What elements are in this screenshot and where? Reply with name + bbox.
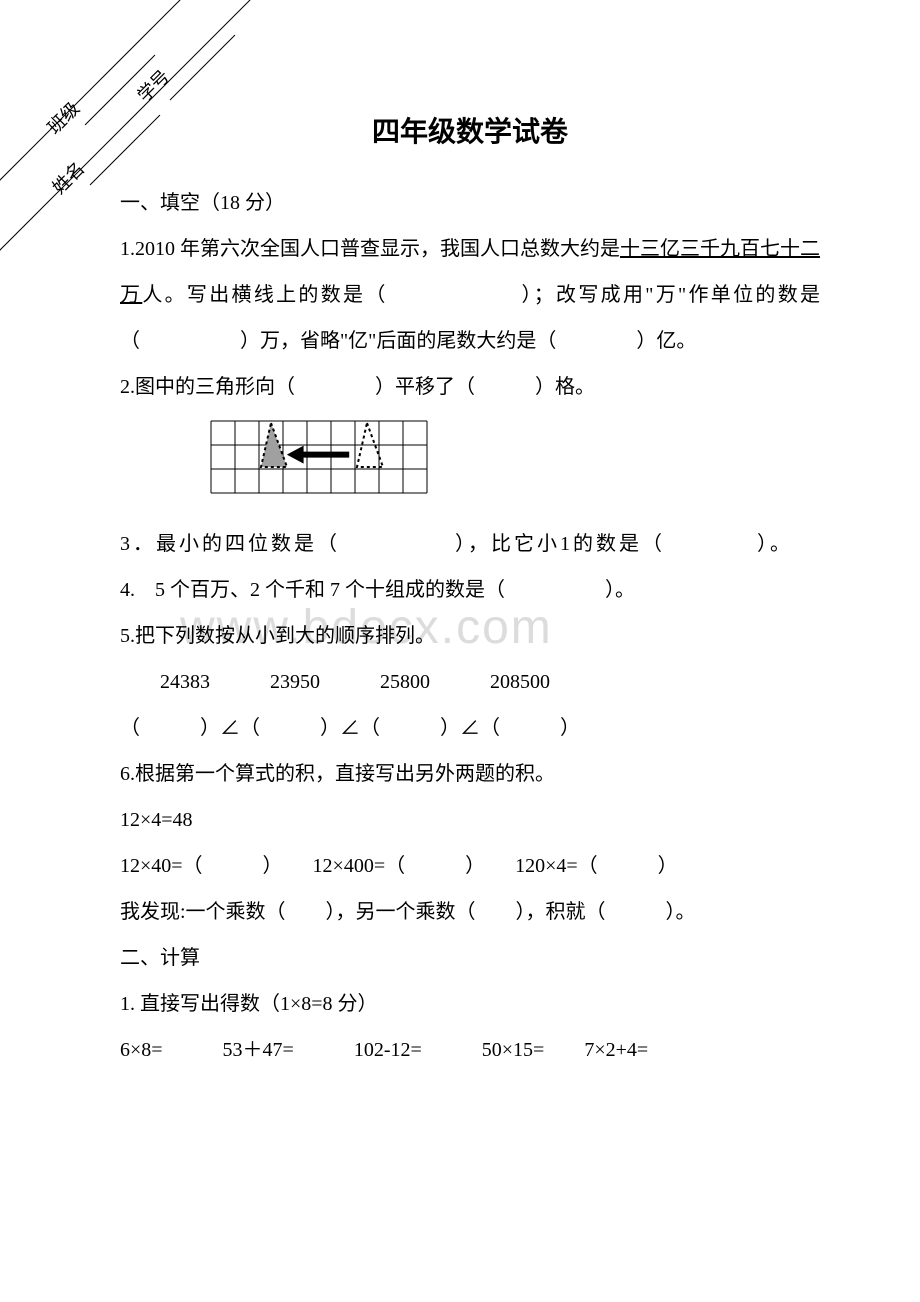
q6-discovery: 我发现:一个乘数（ ），另一个乘数（ ），积就（ ）。 [120, 889, 820, 935]
q6-eq2: 12×40=（ ） 12×400=（ ） 120×4=（ ） [120, 843, 820, 889]
q4: 4. 5 个百万、2 个千和 7 个十组成的数是（ ）。 [120, 567, 820, 613]
translation-figure [210, 420, 820, 511]
q5-numbers: 24383 23950 25800 208500 [160, 659, 820, 705]
exam-title: 四年级数学试卷 [120, 110, 820, 150]
q6-eq1: 12×4=48 [120, 797, 820, 843]
s2-q1-line: 6×8= 53＋47= 102-12= 50×15= 7×2+4= [120, 1027, 820, 1073]
section1-heading: 一、填空（18 分） [120, 180, 820, 226]
label-banji: 班级 [44, 98, 84, 138]
q6: 6.根据第一个算式的积，直接写出另外两题的积。 [120, 751, 820, 797]
label-xuehao: 学号 [134, 66, 174, 106]
q5-answer-line: （ ）∠（ ）∠（ ）∠（ ） [120, 705, 820, 751]
q1-text-a: 1.2010 年第六次全国人口普查显示，我国人口总数大约是 [120, 238, 620, 260]
q5: 5.把下列数按从小到大的顺序排列。 [120, 613, 820, 659]
label-xingming: 姓名 [49, 158, 89, 198]
q1: 1.2010 年第六次全国人口普查显示，我国人口总数大约是十三亿三千九百七十二万… [120, 226, 820, 364]
q3: 3．最小的四位数是（ ），比它小1的数是（ ）。 [120, 521, 820, 567]
q1-text-b: 人。写出横线上的数是（ ）；改写成用"万"作单位的数是（ ）万，省略"亿"后面的… [120, 284, 820, 352]
q2: 2.图中的三角形向（ ）平移了（ ）格。 [120, 364, 820, 410]
section2-heading: 二、计算 [120, 935, 820, 981]
s2-q1: 1. 直接写出得数（1×8=8 分） [120, 981, 820, 1027]
